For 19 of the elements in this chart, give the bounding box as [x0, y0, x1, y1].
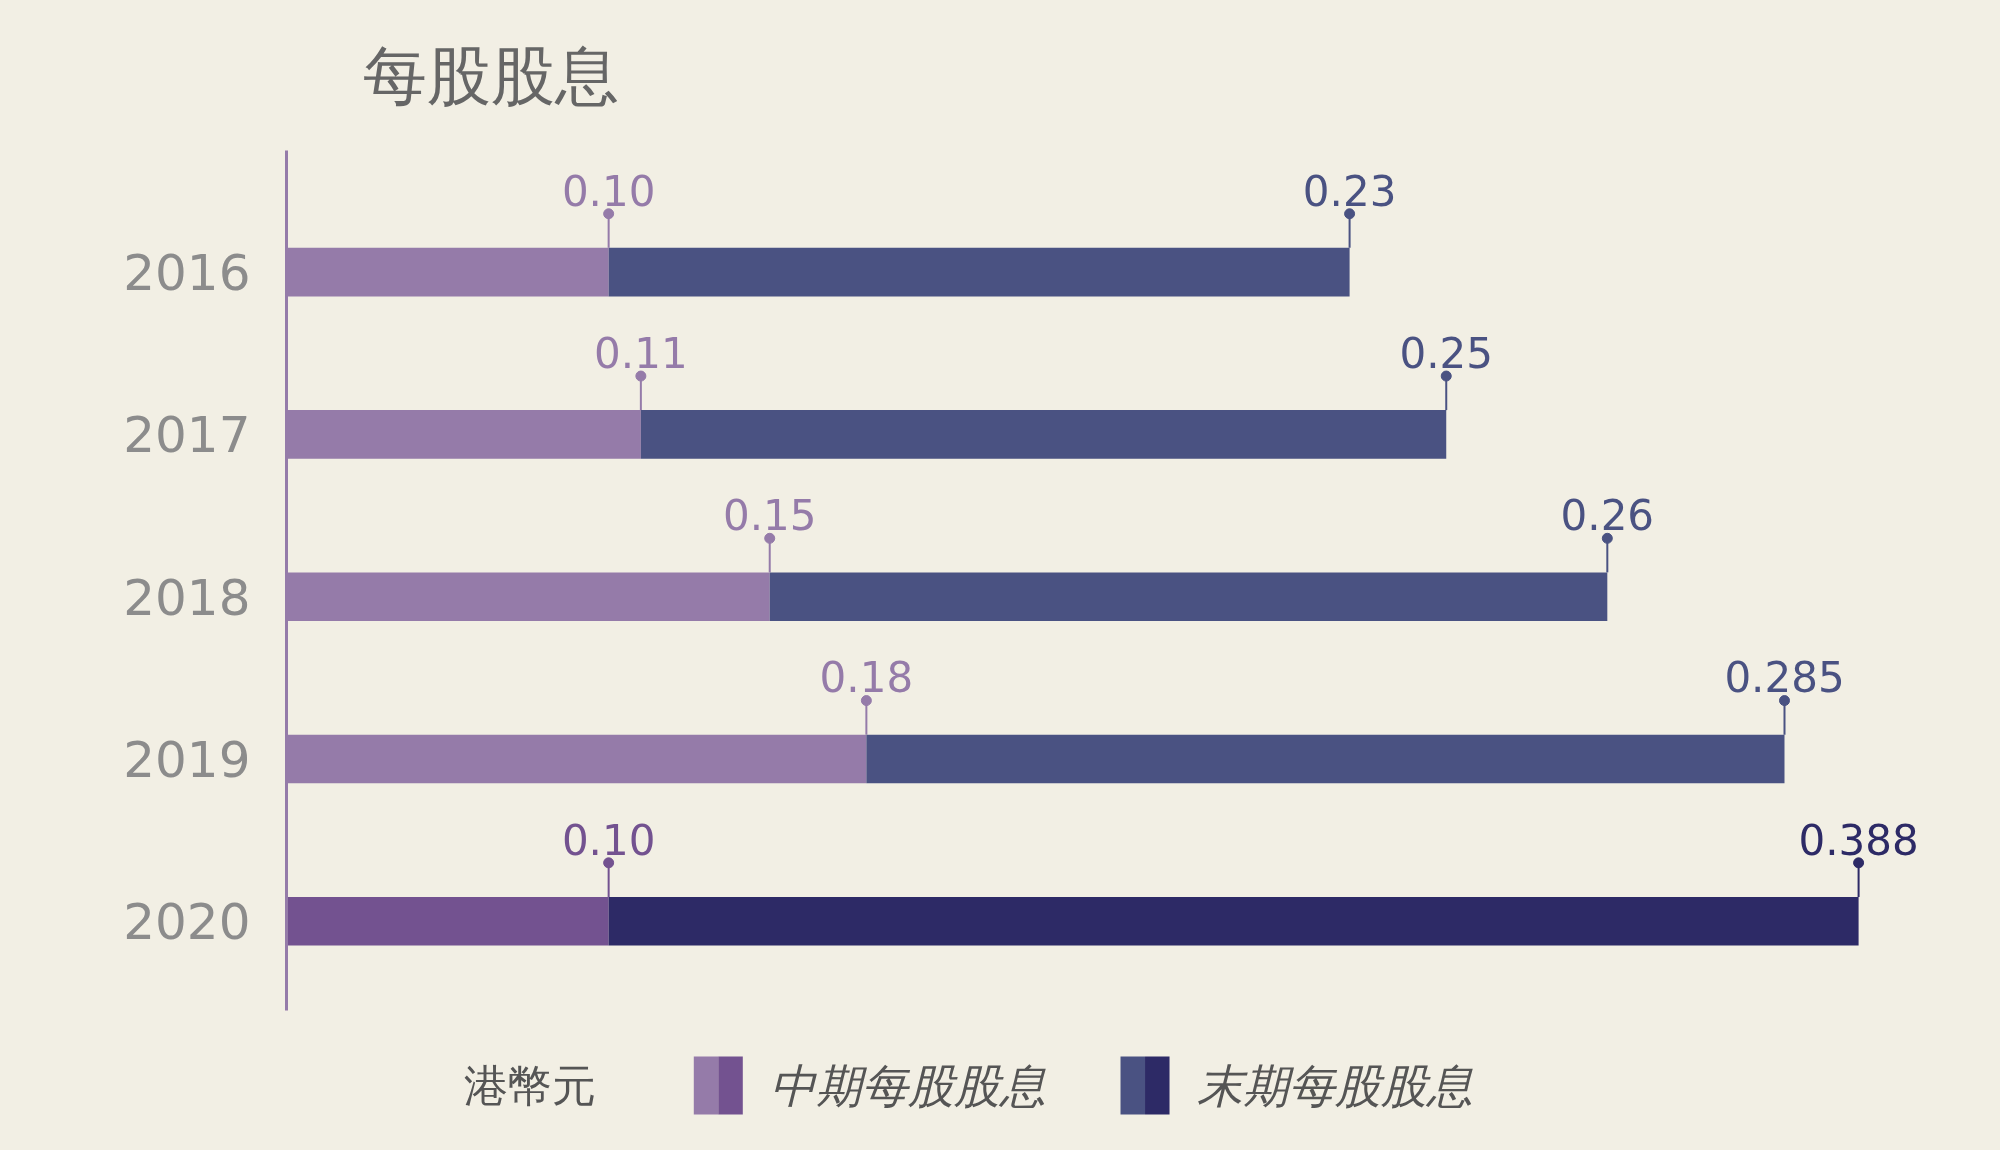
data-label: 0.18 — [819, 653, 914, 703]
data-label: 0.285 — [1724, 653, 1845, 703]
data-label: 0.388 — [1798, 815, 1919, 865]
data-label: 0.11 — [594, 328, 688, 378]
text: 港幣元 — [463, 1060, 596, 1111]
y-tick-label: 2016 — [123, 244, 251, 303]
chart-title: 每股股息 — [362, 38, 619, 113]
legend-label: 末期每股股息 — [1196, 1058, 1473, 1113]
y-tick-label: 2018 — [123, 568, 251, 627]
y-tick-label: 2017 — [123, 406, 251, 465]
data-label: 0.25 — [1399, 328, 1493, 378]
y-tick-label: 2020 — [123, 893, 251, 952]
data-label: 0.23 — [1302, 166, 1397, 216]
legend-label: 中期每股股息 — [769, 1058, 1046, 1113]
data-label: 0.10 — [561, 166, 656, 216]
y-tick-label: 2019 — [123, 730, 251, 789]
data-label: 0.15 — [722, 491, 817, 541]
data-label: 0.26 — [1560, 491, 1655, 541]
data-label: 0.10 — [561, 815, 656, 865]
